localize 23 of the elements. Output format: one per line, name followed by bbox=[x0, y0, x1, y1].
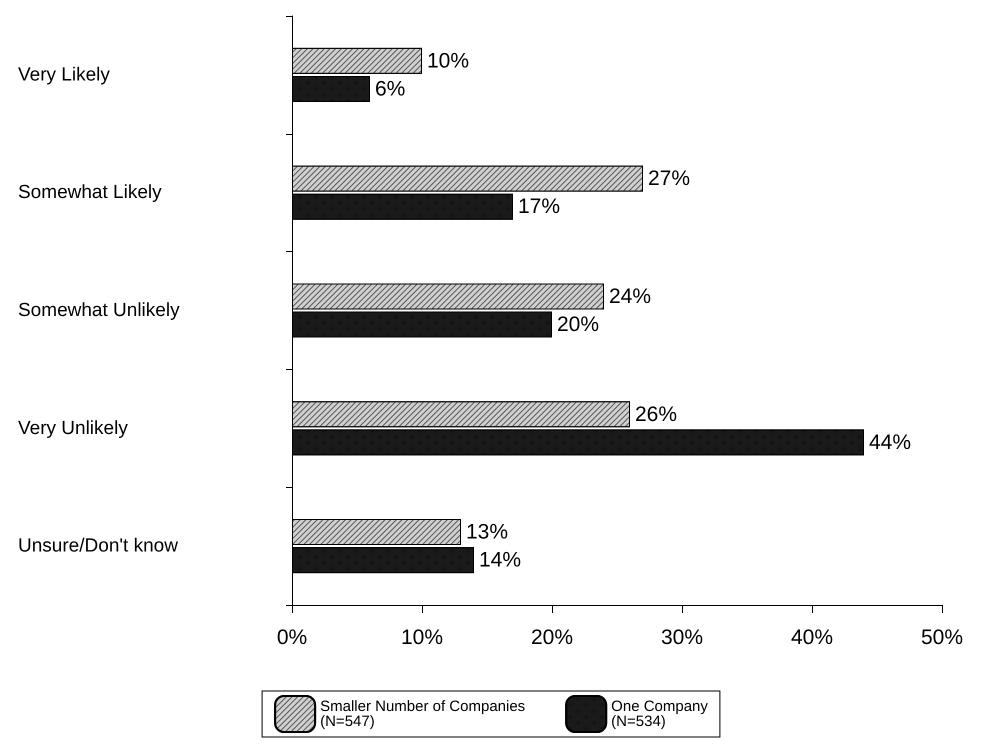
legend-label: Smaller Number of Companies (N=547) bbox=[320, 698, 526, 730]
data-label: 17% bbox=[518, 195, 560, 218]
x-tick-label: 50% bbox=[920, 626, 964, 649]
data-label: 24% bbox=[609, 284, 652, 308]
data-label: 13% bbox=[466, 520, 508, 544]
data-label: 27% bbox=[648, 167, 690, 190]
y-tick-label: Somewhat Likely bbox=[18, 182, 162, 204]
data-label: 6% bbox=[375, 77, 406, 100]
data-label: 14% bbox=[479, 548, 522, 572]
x-tick-label: 10% bbox=[400, 626, 444, 649]
x-tick-label: 0% bbox=[276, 626, 308, 649]
y-tick-label: Very Likely bbox=[18, 64, 110, 86]
data-label: 44% bbox=[869, 430, 912, 454]
y-tick-label: Very Unlikely bbox=[18, 418, 128, 439]
y-tick-label: Unsure/Don't know bbox=[18, 536, 178, 557]
data-label: 20% bbox=[557, 313, 600, 336]
x-tick-label: 20% bbox=[530, 626, 574, 649]
x-tick-label: 30% bbox=[660, 626, 704, 649]
legend-label: One Company (N=534) bbox=[611, 698, 708, 730]
data-label: 10% bbox=[427, 49, 470, 72]
y-tick-label: Somewhat Unlikely bbox=[18, 300, 180, 321]
x-tick-label: 40% bbox=[790, 626, 834, 649]
data-label: 26% bbox=[635, 402, 678, 426]
